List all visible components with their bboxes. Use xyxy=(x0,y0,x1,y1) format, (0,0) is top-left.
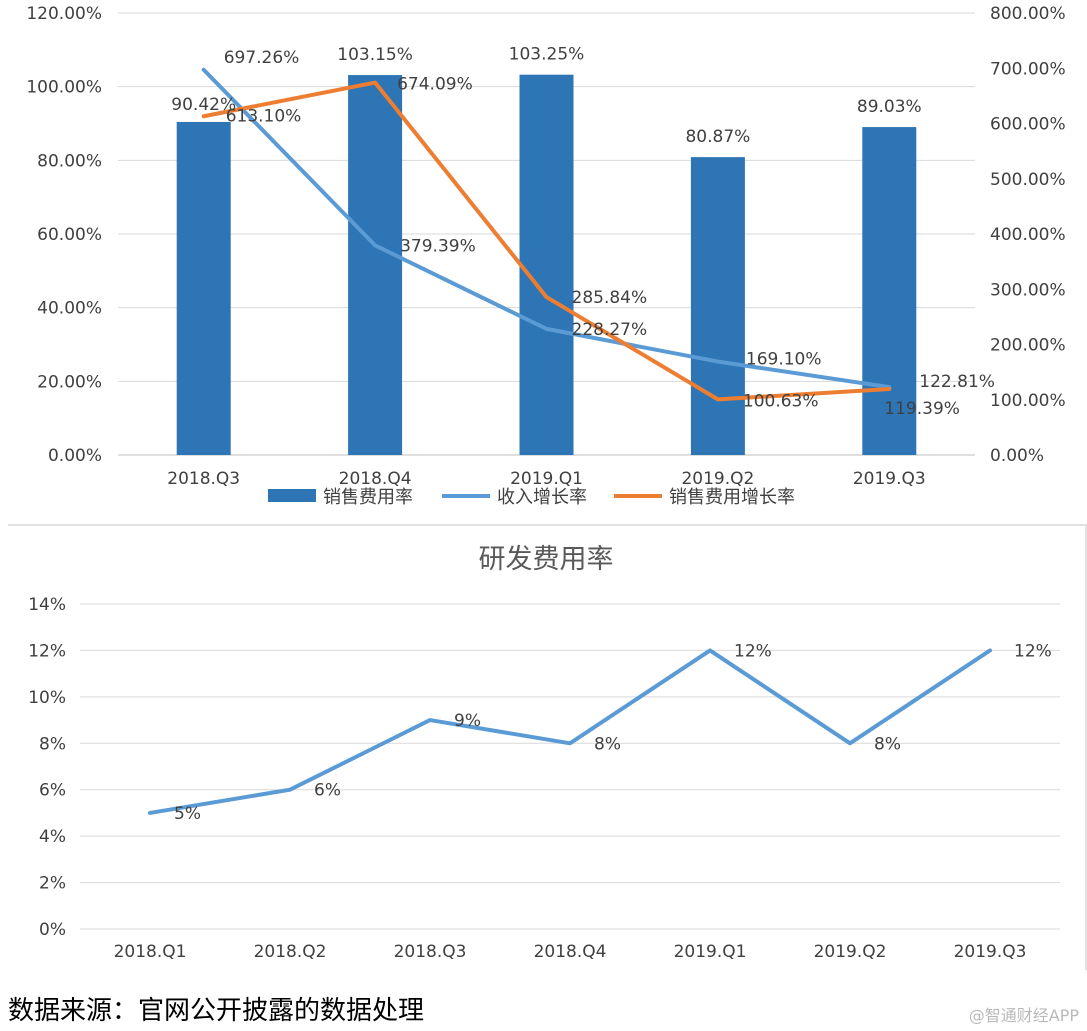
data-label: 169.10% xyxy=(746,350,822,370)
y-right-tick-label: 700.00% xyxy=(990,59,1066,79)
x-tick-label: 2018.Q4 xyxy=(339,469,412,489)
x-tick-label: 2018.Q2 xyxy=(254,942,327,962)
series-line xyxy=(148,648,992,815)
y-right-tick-label: 600.00% xyxy=(990,115,1066,135)
data-label: 103.25% xyxy=(509,45,585,65)
y-left-tick-label: 80.00% xyxy=(37,151,102,171)
source-note: 数据来源：官网公开披露的数据处理 xyxy=(8,996,425,1026)
data-label: 100.63% xyxy=(743,391,819,411)
y-right-tick-label: 500.00% xyxy=(990,170,1066,190)
y-tick-label: 4% xyxy=(39,827,66,847)
legend-label: 收入增长率 xyxy=(497,487,587,508)
data-label: 80.87% xyxy=(685,127,750,147)
y-right-tick-label: 0.00% xyxy=(990,446,1044,466)
x-tick-label: 2018.Q3 xyxy=(394,942,467,962)
bar xyxy=(176,121,231,455)
data-label: 119.39% xyxy=(884,399,960,419)
bar xyxy=(690,157,745,455)
data-label: 6% xyxy=(314,781,341,801)
y-left-tick-label: 40.00% xyxy=(37,299,102,319)
sales-expense-chart: 0.00% 20.00% 40.00% 60.00% 80.00% 100.00% 120.… xyxy=(26,4,1066,508)
y-left-tick-label: 60.00% xyxy=(37,225,102,245)
y-tick-label: 2% xyxy=(39,874,66,894)
data-label: 8% xyxy=(594,734,621,754)
data-label: 8% xyxy=(874,734,901,754)
y-tick-label: 12% xyxy=(28,641,66,661)
data-label: 9% xyxy=(454,711,481,731)
series-line xyxy=(201,80,892,402)
x-tick-label: 2018.Q3 xyxy=(167,469,240,489)
y-tick-label: 6% xyxy=(39,781,66,801)
y-right-tick-label: 400.00% xyxy=(990,225,1066,245)
y-right-tick-label: 100.00% xyxy=(990,391,1066,411)
chart-title: 研发费用率 xyxy=(479,544,614,575)
y-tick-label: 10% xyxy=(28,688,66,708)
data-label: 89.03% xyxy=(857,97,922,117)
y-left-tick-label: 0.00% xyxy=(48,446,102,466)
x-tick-label: 2019.Q2 xyxy=(814,942,887,962)
x-tick-label: 2019.Q3 xyxy=(954,942,1027,962)
y-right-tick-label: 200.00% xyxy=(990,336,1066,356)
series-line xyxy=(201,67,892,390)
data-label: 122.81% xyxy=(919,372,995,392)
watermark: @智通财经APP xyxy=(968,1006,1079,1025)
data-label: 103.15% xyxy=(337,45,413,65)
y-tick-label: 8% xyxy=(39,734,66,754)
y-tick-label: 14% xyxy=(28,595,66,615)
data-label: 228.27% xyxy=(572,320,648,340)
x-tick-label: 2018.Q1 xyxy=(114,942,187,962)
data-label: 379.39% xyxy=(400,236,476,256)
bar xyxy=(348,75,403,456)
data-label: 697.26% xyxy=(224,48,300,68)
x-tick-label: 2018.Q4 xyxy=(534,942,607,962)
y-left-tick-label: 100.00% xyxy=(26,78,102,98)
legend-label: 销售费用增长率 xyxy=(669,487,795,508)
data-label: 5% xyxy=(174,804,201,824)
y-tick-label: 0% xyxy=(39,920,66,940)
data-label: 674.09% xyxy=(397,75,473,95)
data-label: 12% xyxy=(734,641,772,661)
rd-expense-chart: 研发费用率 0% 2% 4% 6% 8% 10% 12% 14% 2018.Q1 2018.Q2 20… xyxy=(28,544,1060,962)
data-label: 613.10% xyxy=(226,106,302,126)
x-tick-label: 2019.Q1 xyxy=(510,469,583,489)
y-right-tick-label: 800.00% xyxy=(990,4,1066,24)
y-left-tick-label: 120.00% xyxy=(26,4,102,24)
data-label: 285.84% xyxy=(572,288,648,308)
x-tick-label: 2019.Q1 xyxy=(674,942,747,962)
x-tick-label: 2019.Q3 xyxy=(853,469,926,489)
x-tick-label: 2019.Q2 xyxy=(681,469,754,489)
bar xyxy=(519,74,574,455)
y-left-tick-label: 20.00% xyxy=(37,372,102,392)
data-label: 90.42% xyxy=(171,95,236,115)
legend-label: 销售费用率 xyxy=(323,487,413,508)
legend-swatch xyxy=(268,489,316,502)
bar xyxy=(862,127,917,456)
data-label: 12% xyxy=(1014,641,1052,661)
y-right-tick-label: 300.00% xyxy=(990,280,1066,300)
